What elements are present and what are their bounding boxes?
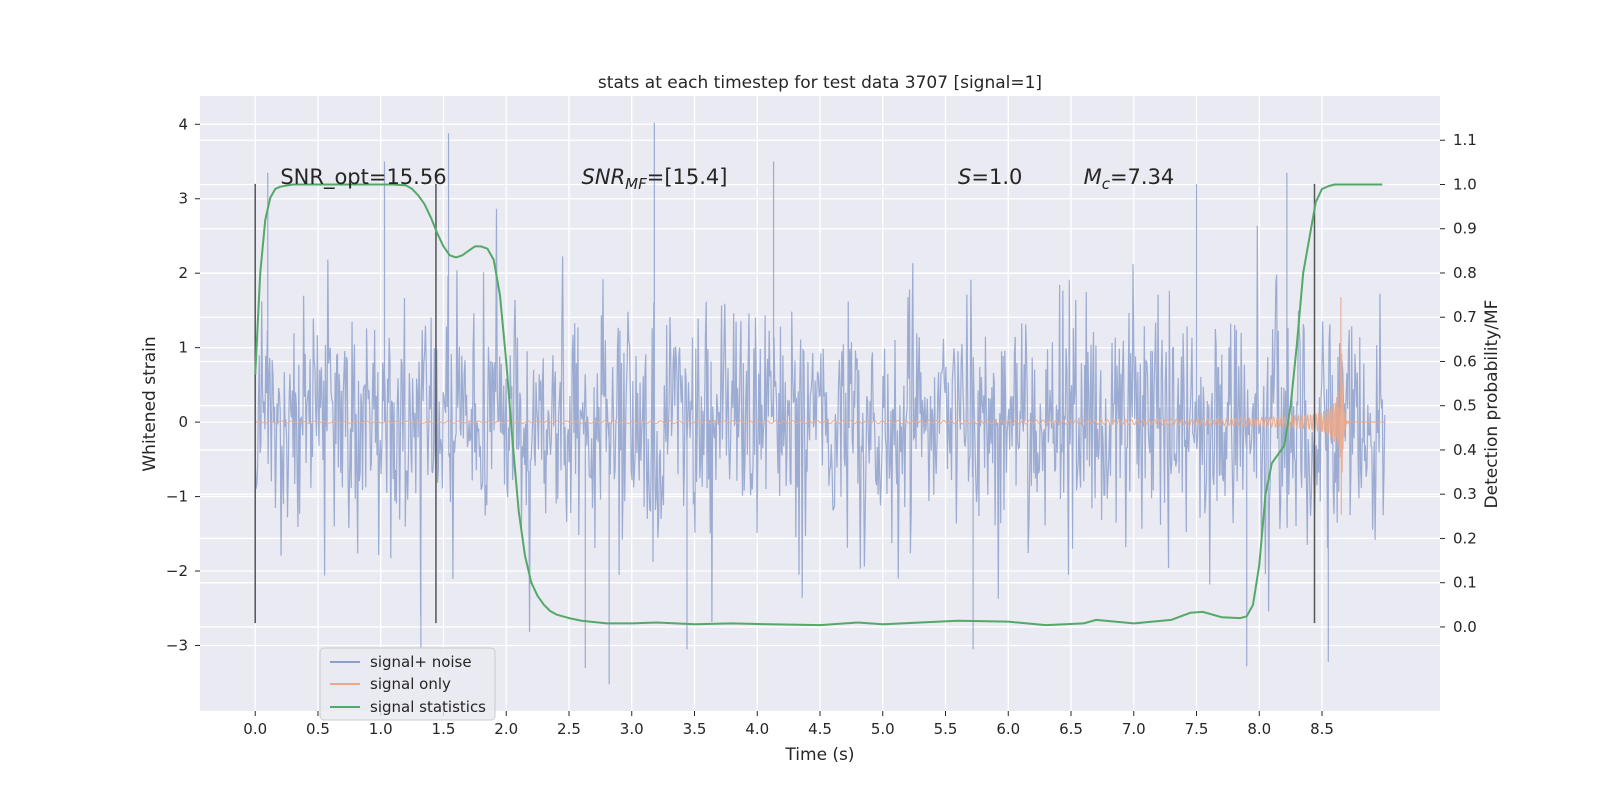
y2-tick-label: 0.8 (1453, 264, 1477, 282)
y2-tick-label: 1.1 (1453, 131, 1477, 149)
x-tick-label: 4.5 (808, 720, 832, 738)
x-tick-label: 6.5 (1059, 720, 1083, 738)
y2-tick-label: 0.9 (1453, 220, 1477, 238)
x-ticks: 0.0 0.5 1.0 1.5 2.0 2.5 3.0 3.5 4.0 4.5 5.0 5.5 6.0 6… (243, 711, 1334, 738)
legend-box (319, 647, 496, 721)
signal-statistics-series (254, 183, 1383, 627)
y2-tick-label: 0.3 (1453, 485, 1477, 503)
signal-noise-line (254, 122, 1386, 685)
x-tick-label: 8.5 (1310, 720, 1334, 738)
y2-tick-label: 0.5 (1453, 397, 1477, 415)
legend-label-signal-only: signal only (370, 675, 451, 693)
x-tick-label: 1.0 (369, 720, 393, 738)
x-tick-label: 5.0 (871, 720, 895, 738)
x-axis-label: Time (s) (784, 745, 854, 765)
vertical-markers (254, 183, 1316, 624)
x-tick-label: 3.5 (683, 720, 707, 738)
y-tick-label: 0 (178, 413, 188, 431)
legend-label-signal-noise: signal+ noise (370, 653, 472, 671)
y-tick-label: 3 (178, 190, 188, 208)
signal-statistics-line (254, 183, 1383, 627)
y2-axis-label: Detection probability/MF (1482, 300, 1502, 509)
y-tick-label: −2 (166, 562, 188, 580)
y2-tick-label: 0.6 (1453, 352, 1477, 370)
x-tick-label: 1.5 (432, 720, 456, 738)
x-tick-label: 7.0 (1122, 720, 1146, 738)
annotation-text: S=1.0 (958, 165, 1022, 189)
x-tick-label: 0.5 (306, 720, 330, 738)
signal-only-line (255, 296, 1385, 515)
y2-tick-label: 0.4 (1453, 441, 1477, 459)
annotations: SNR_opt=15.56 SNRMF=[15.4] S=1.0 Mc=7.34 (280, 165, 1174, 193)
x-tick-label: 7.5 (1185, 720, 1209, 738)
chart-title: stats at each timestep for test data 370… (598, 73, 1042, 93)
x-tick-label: 6.0 (996, 720, 1020, 738)
y-tick-label: 1 (178, 339, 188, 357)
x-tick-label: 4.0 (745, 720, 769, 738)
signal-only-series (255, 296, 1385, 515)
y2-ticks: 1.1 1.0 0.9 0.8 0.7 0.6 0.5 0.4 0.3 0.2 0.1 0.0 (1440, 131, 1477, 636)
y2-tick-label: 0.2 (1453, 529, 1477, 547)
x-tick-label: 8.0 (1247, 720, 1271, 738)
legend: signal+ noise signal only signal statist… (319, 647, 496, 721)
y2-tick-label: 0.1 (1453, 574, 1477, 592)
x-tick-label: 3.0 (620, 720, 644, 738)
y-tick-label: 4 (178, 115, 188, 133)
annotation-text: SNRMF=[15.4] (582, 165, 728, 193)
x-tick-label: 2.5 (557, 720, 581, 738)
y-tick-label: −1 (166, 488, 188, 506)
x-tick-label: 2.0 (494, 720, 518, 738)
y2-tick-label: 0.7 (1453, 308, 1477, 326)
y-tick-label: −3 (166, 636, 188, 654)
y-ticks: 4 3 2 1 0 −1 −2 −3 (166, 115, 200, 654)
y2-tick-label: 1.0 (1453, 175, 1477, 193)
x-tick-label: 5.5 (934, 720, 958, 738)
y2-tick-label: 0.0 (1453, 618, 1477, 636)
y-tick-label: 2 (178, 264, 188, 282)
annotation-text: Mc=7.34 (1084, 165, 1175, 193)
annotation-text: SNR_opt=15.56 (280, 165, 446, 190)
y-axis-label: Whitened strain (140, 336, 160, 471)
legend-label-signal-statistics: signal statistics (370, 698, 486, 716)
x-tick-label: 0.0 (243, 720, 267, 738)
signal-noise-series (254, 122, 1386, 685)
